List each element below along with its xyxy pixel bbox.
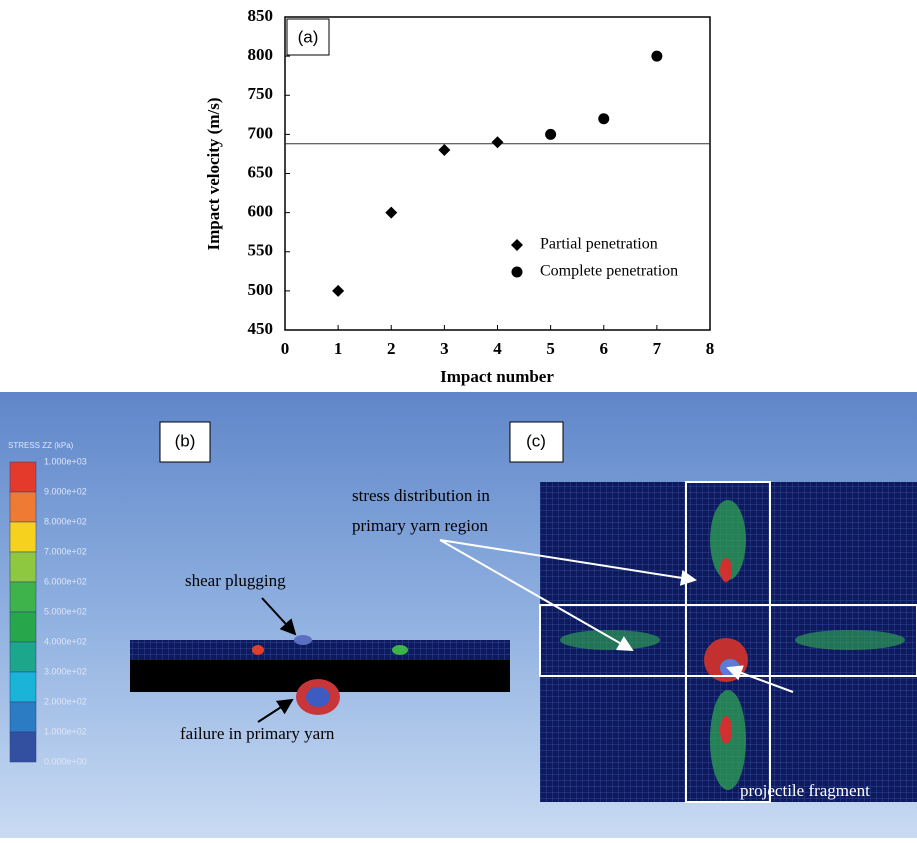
- legend-label: Partial penetration: [540, 236, 658, 253]
- arrow: [261, 597, 297, 636]
- stress-spot: [720, 716, 732, 744]
- stress-spot: [392, 645, 408, 655]
- arrow: [439, 539, 634, 651]
- colorbar-band: [9, 521, 37, 553]
- primary-yarn-box: [685, 481, 771, 803]
- plate-mesh: [130, 640, 510, 660]
- x-tick-label: 1: [334, 339, 343, 358]
- colorbar-band: [9, 551, 37, 583]
- annotation: projectile fragment: [740, 781, 870, 800]
- panel-b: STRESS ZZ (kPa) (b) shear plugging failu…: [8, 421, 510, 766]
- colorbar-band: [9, 581, 37, 613]
- colorbar-label: 0.000e+00: [44, 756, 87, 766]
- x-tick-label: 5: [546, 339, 555, 358]
- stress-spot: [252, 645, 264, 655]
- colorbar-label: 9.000e+02: [44, 486, 87, 496]
- annotation: stress distribution in: [352, 486, 490, 505]
- panel-label: (b): [175, 431, 196, 450]
- scatter-chart: (a) Impact number Impact velocity (m/s) …: [204, 6, 714, 386]
- stress-band: [560, 630, 660, 650]
- colorbar-label: 8.000e+02: [44, 516, 87, 526]
- x-tick-label: 8: [706, 339, 715, 358]
- panel-c: (c) stress distribution in primary yarn …: [352, 421, 917, 803]
- colorbar-band: [9, 641, 37, 673]
- y-tick-label: 700: [248, 123, 274, 142]
- colorbar-label: 6.000e+02: [44, 576, 87, 586]
- x-tick-label: 3: [440, 339, 449, 358]
- panel-label-box: [159, 421, 211, 463]
- annotation: primary yarn region: [352, 516, 488, 535]
- x-tick-label: 7: [653, 339, 662, 358]
- colorbar-label: 1.000e+03: [44, 456, 87, 466]
- x-tick-label: 0: [281, 339, 290, 358]
- point: [651, 50, 663, 62]
- stress-band: [795, 630, 905, 650]
- x-axis-label: Impact number: [440, 367, 554, 386]
- colorbar-band: [9, 671, 37, 703]
- y-tick-label: 450: [248, 319, 274, 338]
- y-axis-label: Impact velocity (m/s): [204, 98, 223, 251]
- legend-label: Complete penetration: [540, 263, 678, 280]
- x-tick-label: 4: [493, 339, 502, 358]
- colorbar-band: [9, 701, 37, 733]
- panel-label-box: [509, 421, 564, 463]
- colorbar-label: 1.000e+02: [44, 726, 87, 736]
- colorbar-label: 4.000e+02: [44, 636, 87, 646]
- annotation: failure in primary yarn: [180, 724, 335, 743]
- y-tick-label: 650: [248, 162, 274, 181]
- x-tick-label: 2: [387, 339, 396, 358]
- y-tick-label: 500: [248, 280, 274, 299]
- point: [545, 128, 557, 140]
- annotation-box: [286, 18, 330, 56]
- stress-spot: [720, 558, 732, 582]
- shear-plug: [294, 635, 312, 645]
- point: [332, 284, 345, 297]
- point: [385, 206, 398, 219]
- colorbar-label: 7.000e+02: [44, 546, 87, 556]
- arrow: [439, 539, 697, 586]
- colorbar-title: STRESS ZZ (kPa): [8, 441, 74, 450]
- point: [598, 113, 610, 125]
- stress-band: [710, 500, 746, 580]
- legend-marker: [511, 239, 523, 251]
- colorbar-band: [9, 491, 37, 523]
- x-tick-label: 6: [600, 339, 609, 358]
- colorbar-label: 5.000e+02: [44, 606, 87, 616]
- plot-frame: [284, 16, 711, 331]
- y-tick-label: 550: [248, 241, 274, 260]
- panel-label: (c): [526, 431, 546, 450]
- y-tick-label: 750: [248, 84, 274, 103]
- legend-marker: [511, 266, 523, 278]
- y-tick-label: 800: [248, 45, 274, 64]
- failed-yarn: [306, 687, 330, 707]
- y-tick-label: 850: [248, 6, 274, 25]
- colorbar-band: [9, 461, 37, 493]
- colorbar-label: 3.000e+02: [44, 666, 87, 676]
- arrow: [726, 665, 794, 693]
- point: [491, 136, 504, 149]
- arrow: [257, 698, 294, 723]
- colorbar-band: [9, 731, 37, 763]
- colorbar-band: [9, 611, 37, 643]
- annotation: shear plugging: [185, 571, 286, 590]
- y-tick-label: 600: [248, 202, 274, 221]
- annotation: (a): [298, 27, 319, 46]
- colorbar-label: 2.000e+02: [44, 696, 87, 706]
- point: [438, 144, 451, 157]
